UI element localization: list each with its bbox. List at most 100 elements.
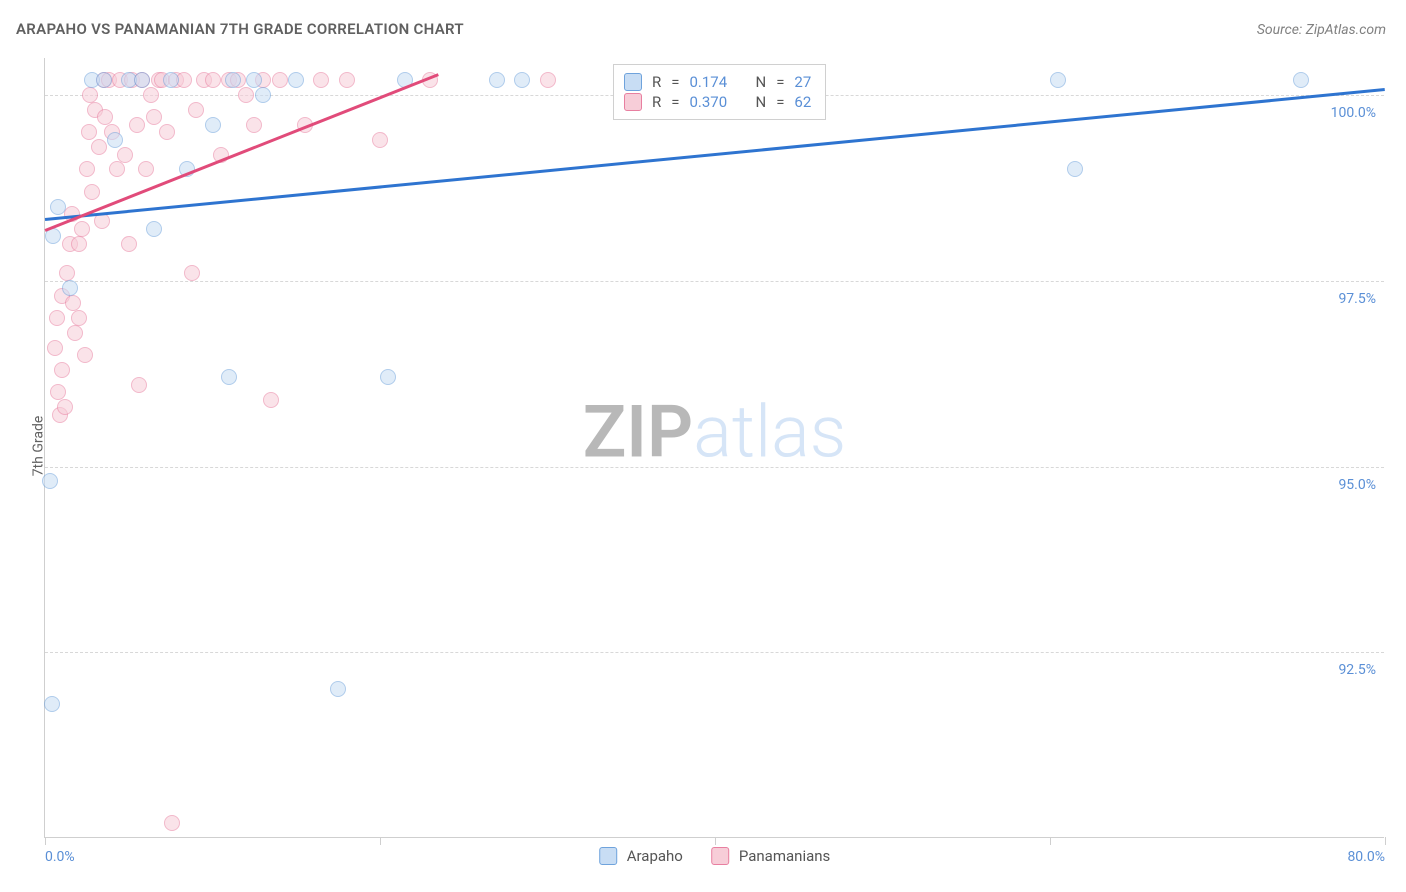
data-point <box>221 369 237 385</box>
x-tick <box>715 837 716 845</box>
data-point <box>54 362 70 378</box>
legend-n-value: 62 <box>794 93 811 111</box>
data-point <box>313 72 329 88</box>
data-point <box>65 295 81 311</box>
legend-r-value: 0.370 <box>689 93 745 111</box>
chart-title: ARAPAHO VS PANAMANIAN 7TH GRADE CORRELAT… <box>16 20 464 38</box>
data-point <box>74 221 90 237</box>
legend-n-label: N <box>755 73 766 91</box>
data-point <box>57 399 73 415</box>
data-point <box>129 117 145 133</box>
data-point <box>117 147 133 163</box>
legend-item: Panamanians <box>711 847 830 865</box>
data-point <box>82 87 98 103</box>
data-point <box>225 72 241 88</box>
data-point <box>71 310 87 326</box>
legend-swatch <box>711 847 729 865</box>
legend-r-value: 0.174 <box>689 73 745 91</box>
data-point <box>514 72 530 88</box>
data-point <box>540 72 556 88</box>
legend-label: Arapaho <box>627 847 683 865</box>
data-point <box>238 87 254 103</box>
legend-r-label: R <box>652 73 661 91</box>
data-point <box>84 184 100 200</box>
data-point <box>67 325 83 341</box>
data-point <box>288 72 304 88</box>
data-point <box>45 228 61 244</box>
data-point <box>163 72 179 88</box>
data-point <box>143 87 159 103</box>
legend-swatch <box>624 93 642 111</box>
data-point <box>81 124 97 140</box>
legend-row: R = 0.174 N = 27 <box>624 73 811 91</box>
data-point <box>184 265 200 281</box>
y-tick-label: 92.5% <box>1338 662 1376 678</box>
legend-r-label: R <box>652 93 661 111</box>
data-point <box>107 132 123 148</box>
data-point <box>47 340 63 356</box>
x-tick <box>45 837 46 845</box>
data-point <box>50 384 66 400</box>
legend-swatch <box>599 847 617 865</box>
series-legend: Arapaho Panamanians <box>599 847 831 865</box>
x-tick <box>380 837 381 845</box>
legend-swatch <box>624 73 642 91</box>
correlation-legend: R = 0.174 N = 27 R = 0.370 N = 62 <box>613 64 826 120</box>
legend-n-label: N <box>755 93 766 111</box>
watermark: ZIPatlas <box>583 389 847 474</box>
legend-label: Panamanians <box>739 847 830 865</box>
data-point <box>42 473 58 489</box>
data-point <box>1050 72 1066 88</box>
data-point <box>97 109 113 125</box>
data-point <box>205 72 221 88</box>
y-tick-label: 100.0% <box>1331 105 1376 121</box>
data-point <box>188 102 204 118</box>
gridline <box>45 467 1384 468</box>
data-point <box>489 72 505 88</box>
legend-row: R = 0.370 N = 62 <box>624 93 811 111</box>
data-point <box>272 72 288 88</box>
legend-eq: = <box>776 93 784 111</box>
data-point <box>1067 161 1083 177</box>
data-point <box>146 221 162 237</box>
data-point <box>44 696 60 712</box>
data-point <box>134 72 150 88</box>
data-point <box>131 377 147 393</box>
data-point <box>94 213 110 229</box>
data-point <box>205 117 221 133</box>
source-attribution: Source: ZipAtlas.com <box>1257 22 1386 38</box>
data-point <box>121 236 137 252</box>
data-point <box>146 109 162 125</box>
data-point <box>79 161 95 177</box>
data-point <box>62 280 78 296</box>
data-point <box>91 139 107 155</box>
data-point <box>246 72 262 88</box>
legend-item: Arapaho <box>599 847 683 865</box>
data-point <box>1293 72 1309 88</box>
x-tick <box>1050 837 1051 845</box>
x-axis-label: 80.0% <box>1347 849 1385 865</box>
gridline <box>45 652 1384 653</box>
legend-n-value: 27 <box>794 73 811 91</box>
data-point <box>255 87 271 103</box>
legend-eq: = <box>671 73 679 91</box>
x-tick <box>1385 837 1386 845</box>
data-point <box>380 369 396 385</box>
y-tick-label: 95.0% <box>1338 477 1376 493</box>
data-point <box>49 310 65 326</box>
y-tick-label: 97.5% <box>1338 291 1376 307</box>
data-point <box>138 161 154 177</box>
gridline <box>45 281 1384 282</box>
data-point <box>109 161 125 177</box>
data-point <box>71 236 87 252</box>
data-point <box>372 132 388 148</box>
data-point <box>159 124 175 140</box>
data-point <box>77 347 93 363</box>
data-point <box>50 199 66 215</box>
data-point <box>59 265 75 281</box>
legend-eq: = <box>671 93 679 111</box>
data-point <box>263 392 279 408</box>
x-axis-label: 0.0% <box>45 849 75 865</box>
legend-eq: = <box>776 73 784 91</box>
data-point <box>339 72 355 88</box>
